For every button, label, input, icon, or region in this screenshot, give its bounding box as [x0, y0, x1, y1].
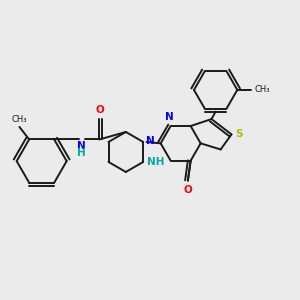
Text: CH₃: CH₃: [254, 85, 270, 94]
Text: O: O: [95, 105, 104, 115]
Text: O: O: [184, 185, 192, 195]
Text: S: S: [236, 129, 243, 140]
Text: N: N: [146, 136, 155, 146]
Text: H: H: [77, 148, 86, 158]
Text: N: N: [77, 141, 86, 151]
Text: NH: NH: [147, 157, 164, 167]
Text: N: N: [165, 112, 174, 122]
Text: CH₃: CH₃: [12, 115, 27, 124]
